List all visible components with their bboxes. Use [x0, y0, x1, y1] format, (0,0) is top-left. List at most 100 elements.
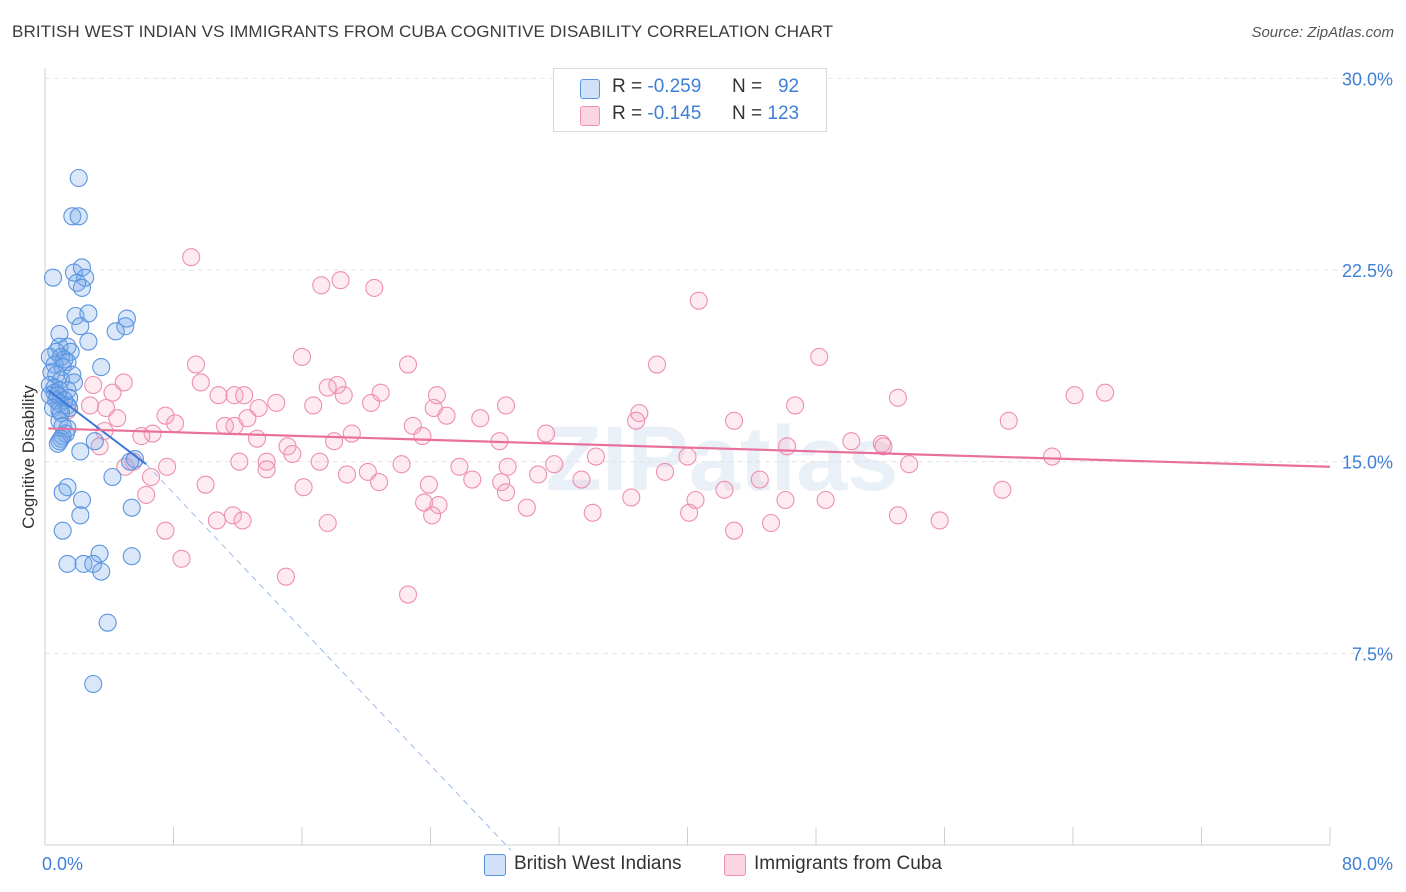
point-immigrants-from-cuba [761, 513, 781, 533]
legend-swatch-blue [484, 854, 506, 876]
point-immigrants-from-cuba [108, 409, 127, 428]
legend-row-immigrants-from-cuba: R = -0.145 N = 123 [554, 100, 826, 128]
point-immigrants-from-cuba [900, 455, 919, 474]
series-legend: British West Indians Immigrants from Cub… [0, 852, 1406, 878]
point-immigrants-from-cuba [233, 511, 252, 530]
y-tick-label: 7.5% [1352, 644, 1393, 664]
legend-swatch-blue [580, 79, 600, 99]
point-immigrants-from-cuba [318, 513, 337, 533]
point-british-west-indians [71, 442, 90, 461]
point-british-west-indians [116, 317, 135, 336]
point-british-west-indians [103, 467, 122, 487]
point-immigrants-from-cuba [627, 411, 646, 430]
trend-line-british-west-indians [47, 389, 147, 466]
point-immigrants-from-cuba [304, 396, 323, 415]
point-immigrants-from-cuba [276, 567, 295, 586]
x-tick-label: 0.0% [42, 854, 83, 874]
point-british-west-indians [85, 432, 104, 451]
point-immigrants-from-cuba [725, 521, 744, 540]
point-immigrants-from-cuba [114, 373, 133, 392]
point-immigrants-from-cuba [143, 424, 162, 443]
point-immigrants-from-cuba [334, 386, 353, 405]
point-immigrants-from-cuba [312, 276, 331, 295]
point-immigrants-from-cuba [137, 485, 156, 504]
point-immigrants-from-cuba [331, 271, 350, 290]
point-british-west-indians [68, 273, 87, 292]
trend-extension-british-west-indians [145, 463, 512, 851]
point-immigrants-from-cuba [778, 437, 797, 456]
point-british-west-indians [84, 674, 103, 694]
y-axis-label: Cognitive Disability [19, 385, 38, 529]
point-immigrants-from-cuba [1096, 383, 1115, 402]
point-british-west-indians [69, 207, 88, 226]
legend-n-value: 123 [767, 103, 800, 124]
grid-layer [45, 77, 1392, 654]
point-immigrants-from-cuba [413, 427, 432, 446]
point-immigrants-from-cuba [337, 465, 357, 484]
point-immigrants-from-cuba [358, 462, 377, 481]
legend-r: R = -0.145 [612, 103, 701, 125]
point-immigrants-from-cuba [930, 511, 949, 530]
point-immigrants-from-cuba [776, 490, 795, 510]
point-immigrants-from-cuba [463, 470, 482, 489]
point-immigrants-from-cuba [492, 473, 511, 492]
point-british-west-indians [125, 450, 144, 469]
point-immigrants-from-cuba [1065, 386, 1084, 405]
legend-item-immigrants-from-cuba: Immigrants from Cuba [724, 852, 984, 878]
legend-n-label: N = [732, 103, 763, 124]
point-immigrants-from-cuba [496, 483, 516, 502]
legend-n-value: 92 [777, 76, 800, 97]
point-british-west-indians [79, 332, 98, 351]
legend-n: N = 123 [732, 103, 799, 125]
legend-label: British West Indians [514, 853, 682, 874]
legend-r: R = -0.259 [612, 76, 701, 98]
point-immigrants-from-cuba [680, 503, 699, 522]
point-immigrants-from-cuba [415, 493, 434, 512]
y-tick-label: 22.5% [1342, 261, 1393, 281]
point-immigrants-from-cuba [247, 429, 267, 448]
point-immigrants-from-cuba [816, 490, 835, 510]
legend-r-label: R = [612, 103, 643, 124]
point-immigrants-from-cuba [158, 457, 177, 476]
point-immigrants-from-cuba [207, 511, 226, 530]
point-immigrants-from-cuba [209, 386, 228, 405]
legend-n-label: N = [732, 76, 763, 97]
axes-layer [44, 68, 1331, 846]
point-immigrants-from-cuba [398, 585, 418, 604]
point-immigrants-from-cuba [172, 549, 191, 568]
point-immigrants-from-cuba [392, 455, 411, 474]
point-immigrants-from-cuba [423, 506, 442, 525]
point-immigrants-from-cuba [725, 411, 744, 430]
point-immigrants-from-cuba [362, 393, 381, 412]
point-immigrants-from-cuba [450, 457, 469, 476]
point-immigrants-from-cuba [191, 373, 210, 392]
point-immigrants-from-cuba [80, 396, 100, 415]
point-immigrants-from-cuba [537, 424, 556, 443]
point-british-west-indians [106, 322, 125, 341]
point-immigrants-from-cuba [678, 447, 697, 466]
point-immigrants-from-cuba [103, 383, 122, 402]
point-immigrants-from-cuba [655, 462, 675, 481]
point-immigrants-from-cuba [842, 432, 861, 451]
point-british-west-indians [122, 547, 141, 566]
point-british-west-indians [74, 554, 93, 573]
point-immigrants-from-cuba [225, 386, 244, 405]
point-british-west-indians [117, 309, 136, 328]
legend-item-british-west-indians: British West Indians [484, 852, 714, 878]
legend-r-value: -0.259 [647, 76, 702, 97]
legend-swatch-pink [724, 854, 746, 876]
legend-r-value: -0.145 [647, 103, 702, 124]
point-immigrants-from-cuba [471, 409, 490, 428]
trend-line-immigrants-from-cuba [48, 427, 1331, 468]
point-british-west-indians [55, 350, 74, 369]
point-immigrants-from-cuba [517, 498, 536, 517]
point-immigrants-from-cuba [257, 452, 276, 471]
point-british-west-indians [61, 342, 80, 361]
tick-layer: 7.5% 15.0% 22.5% 30.0% 0.0% 80.0% [42, 69, 1393, 874]
point-british-west-indians [53, 483, 72, 502]
point-immigrants-from-cuba [196, 475, 215, 494]
point-british-west-indians [72, 490, 91, 510]
point-immigrants-from-cuba [583, 503, 602, 522]
point-immigrants-from-cuba [419, 475, 438, 494]
point-immigrants-from-cuba [249, 398, 268, 418]
